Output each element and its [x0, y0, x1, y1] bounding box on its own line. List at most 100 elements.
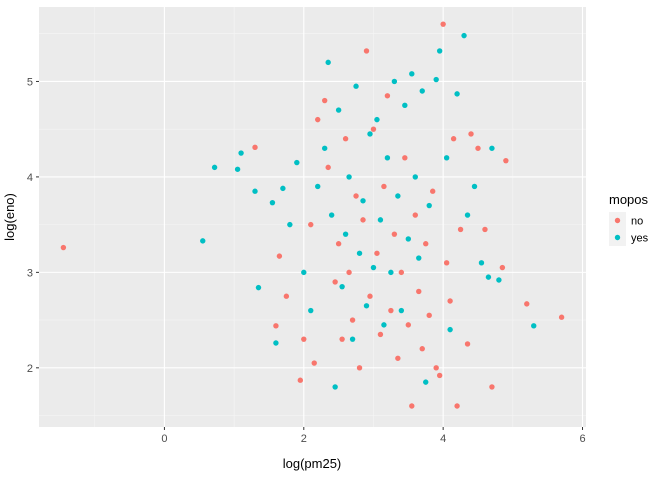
point-no — [321, 97, 328, 104]
point-no — [416, 288, 422, 295]
point-yes — [471, 183, 478, 190]
point-no — [395, 355, 401, 361]
point-yes — [416, 255, 422, 261]
point-no — [339, 336, 345, 342]
point-yes — [489, 145, 495, 151]
point-no — [363, 48, 370, 54]
point-yes — [496, 277, 502, 283]
x-axis-ticks: 0 2 4 6 — [161, 427, 586, 445]
point-yes — [398, 307, 405, 314]
point-no — [335, 241, 342, 247]
point-no — [342, 136, 349, 142]
point-no — [433, 365, 439, 371]
point-no — [276, 253, 283, 259]
point-no — [332, 279, 338, 285]
y-axis-ticks: 2 3 4 5 — [27, 76, 39, 375]
point-no — [353, 193, 359, 199]
x-tick-label: 6 — [579, 433, 585, 445]
point-yes — [367, 131, 373, 137]
point-yes — [252, 188, 258, 194]
point-yes — [200, 238, 206, 244]
point-yes — [395, 193, 401, 199]
point-no — [367, 293, 373, 299]
legend-label-yes: yes — [631, 233, 649, 245]
point-yes — [363, 303, 370, 309]
point-no — [283, 293, 290, 299]
legend: mopos no yes — [609, 192, 649, 246]
point-no — [475, 145, 481, 151]
point-no — [499, 264, 506, 271]
point-no — [402, 155, 408, 161]
point-no — [384, 93, 391, 99]
y-tick-label: 5 — [27, 76, 33, 88]
point-yes — [353, 83, 359, 89]
point-yes — [436, 48, 443, 54]
point-yes — [377, 217, 384, 223]
point-yes — [255, 284, 262, 291]
point-no — [370, 126, 377, 132]
point-no — [405, 322, 412, 328]
point-no — [377, 331, 384, 338]
y-tick-label: 3 — [27, 267, 33, 279]
x-tick-label: 2 — [301, 433, 307, 445]
point-yes — [328, 212, 335, 218]
point-yes — [325, 59, 331, 66]
point-no — [297, 377, 304, 383]
point-yes — [454, 91, 460, 97]
point-no — [301, 336, 307, 342]
point-yes — [269, 199, 276, 206]
legend-key-point — [614, 234, 621, 241]
point-yes — [342, 231, 349, 237]
legend-title: mopos — [609, 192, 649, 207]
point-yes — [308, 307, 314, 314]
point-yes — [381, 322, 387, 328]
point-no — [419, 346, 425, 352]
point-no — [450, 136, 457, 142]
point-no — [381, 183, 387, 190]
point-no — [60, 244, 67, 251]
point-yes — [332, 384, 338, 390]
minor-gridlines — [39, 7, 586, 427]
point-no — [356, 365, 363, 371]
point-no — [412, 212, 418, 218]
point-no — [457, 226, 464, 233]
point-yes — [280, 185, 286, 192]
point-yes — [374, 116, 380, 123]
point-no — [468, 131, 474, 137]
point-yes — [356, 250, 363, 256]
point-yes — [301, 269, 307, 276]
legend-label-no: no — [631, 216, 643, 228]
point-yes — [464, 212, 471, 218]
point-yes — [321, 145, 328, 151]
point-yes — [405, 236, 412, 242]
point-yes — [402, 102, 408, 109]
y-axis-title: log(eno) — [2, 193, 17, 241]
point-no — [443, 260, 450, 266]
point-yes — [391, 78, 398, 85]
point-no — [315, 116, 321, 123]
point-yes — [531, 323, 537, 329]
point-no — [388, 307, 394, 314]
point-yes — [211, 164, 218, 171]
point-yes — [315, 183, 321, 190]
point-no — [447, 298, 453, 304]
point-yes — [234, 166, 241, 172]
point-yes — [447, 326, 453, 333]
legend-key-point — [614, 217, 621, 224]
point-yes — [339, 283, 345, 290]
point-no — [558, 314, 565, 320]
point-yes — [349, 336, 356, 342]
x-tick-label: 4 — [440, 433, 446, 445]
point-no — [346, 269, 352, 276]
point-no — [349, 317, 356, 323]
point-no — [436, 372, 443, 379]
y-tick-label: 2 — [27, 363, 33, 375]
point-no — [426, 312, 432, 319]
point-yes — [433, 76, 439, 83]
point-no — [489, 384, 495, 390]
point-yes — [443, 155, 450, 161]
point-yes — [419, 88, 425, 94]
point-yes — [478, 260, 485, 266]
point-yes — [360, 198, 366, 204]
point-no — [524, 301, 530, 307]
